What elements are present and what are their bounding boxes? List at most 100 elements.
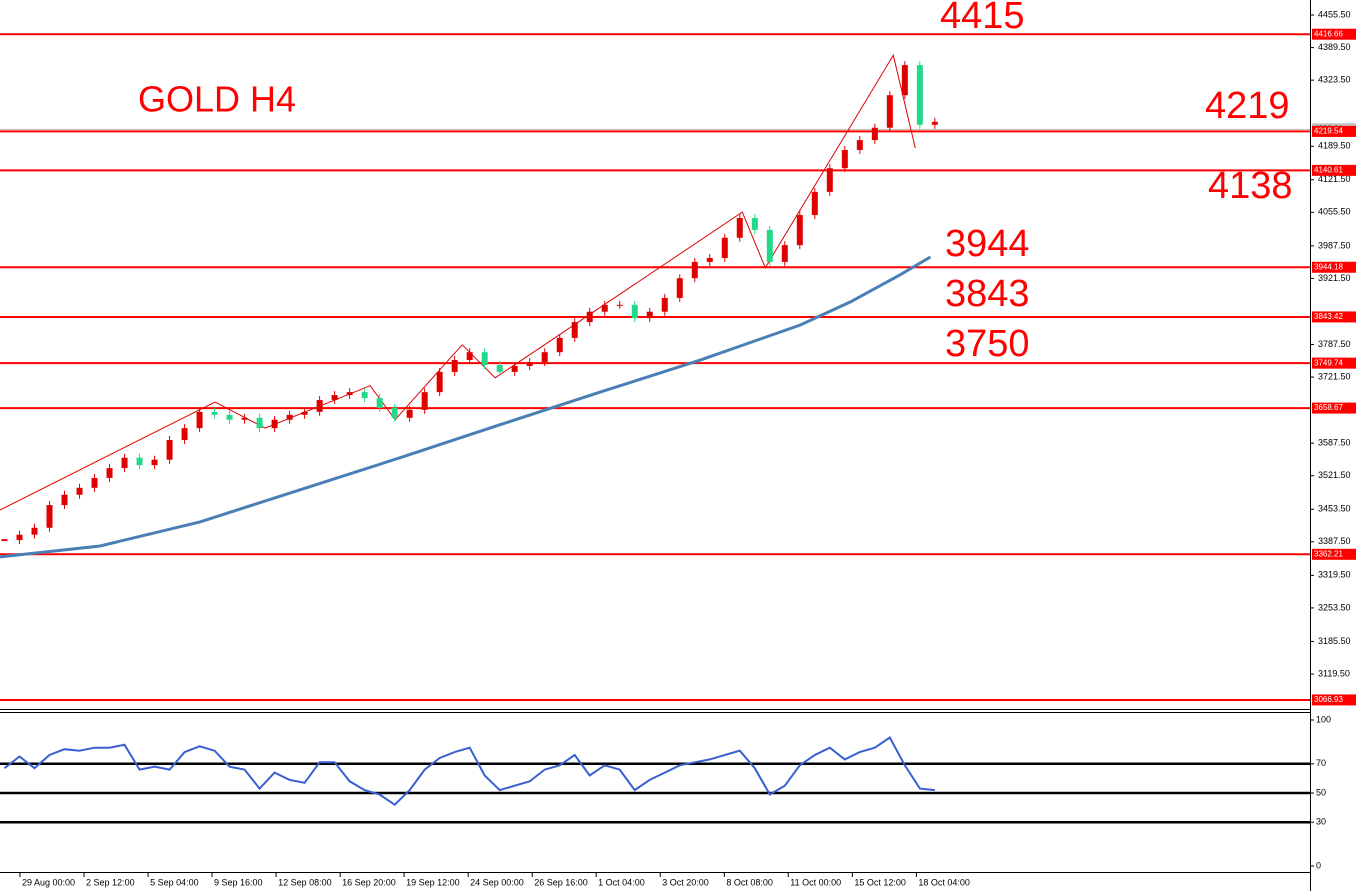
candle	[286, 414, 293, 420]
level-label: 4219.54	[1314, 127, 1343, 136]
x-tick-label: 19 Sep 12:00	[406, 877, 460, 887]
candle	[406, 409, 413, 418]
candle	[466, 352, 473, 361]
x-tick-label: 12 Sep 08:00	[278, 877, 332, 887]
level-box	[1312, 694, 1356, 706]
candle	[931, 121, 938, 125]
candle	[841, 149, 848, 169]
y-tick-label: 3253.50	[1318, 602, 1351, 612]
candle	[31, 527, 38, 535]
level-box	[1312, 548, 1356, 560]
y-tick-label: 3319.50	[1318, 570, 1351, 580]
level-annotation: 3843	[945, 273, 1030, 315]
y-tick-label: 3587.50	[1318, 438, 1351, 448]
candle	[316, 400, 323, 412]
level-box	[1312, 402, 1356, 414]
candle	[376, 398, 383, 408]
candle	[856, 140, 863, 150]
candle	[181, 428, 188, 440]
candle	[631, 304, 638, 319]
x-tick-label: 26 Sep 16:00	[534, 877, 588, 887]
candle	[796, 215, 803, 246]
y-tick-label: 3387.50	[1318, 536, 1351, 546]
x-tick-label: 1 Oct 04:00	[598, 877, 645, 887]
level-label: 3066.93	[1314, 695, 1343, 704]
candle	[571, 322, 578, 338]
level-label: 4140.61	[1314, 165, 1343, 174]
level-annotation: 4415	[940, 0, 1025, 37]
candle	[871, 127, 878, 141]
candle	[61, 494, 68, 506]
candle	[586, 311, 593, 323]
y-tick-label: 3119.50	[1318, 668, 1350, 678]
candle	[331, 395, 338, 401]
candle	[481, 352, 488, 365]
y-tick-label: 3787.50	[1318, 339, 1351, 349]
candle	[526, 362, 533, 366]
candle	[436, 371, 443, 393]
candle	[241, 417, 248, 420]
candle	[166, 439, 173, 460]
x-tick-label: 5 Sep 04:00	[150, 877, 199, 887]
moving-average	[0, 255, 932, 559]
y-tick-label: 4323.50	[1318, 75, 1351, 85]
level-box	[1312, 311, 1356, 323]
x-tick-label: 8 Oct 08:00	[726, 877, 773, 887]
level-box	[1312, 357, 1356, 369]
candle	[496, 364, 503, 372]
y-tick-label: 3185.50	[1318, 636, 1351, 646]
candle	[826, 168, 833, 192]
y-tick-label: 4055.50	[1318, 207, 1351, 217]
candle	[691, 261, 698, 279]
trendline	[0, 53, 916, 511]
level-box	[1312, 261, 1356, 273]
level-label: 3362.21	[1314, 549, 1343, 558]
chart-title: GOLD H4	[138, 79, 296, 120]
y-tick-label: 4121.50	[1318, 174, 1351, 184]
x-tick-label: 24 Sep 00:00	[470, 877, 524, 887]
y-tick-label: 3453.50	[1318, 504, 1351, 514]
y-tick-label: 4455.50	[1318, 9, 1351, 19]
candle	[271, 419, 278, 429]
level-annotation: 3750	[945, 323, 1030, 365]
level-label: 3658.67	[1314, 403, 1343, 412]
candle	[901, 65, 908, 96]
candle	[121, 457, 128, 469]
rsi-y-tick-label: 50	[1316, 787, 1326, 797]
candle	[646, 311, 653, 319]
level-annotation: 4138	[1208, 165, 1293, 207]
candle	[16, 534, 23, 541]
candle	[46, 505, 53, 528]
candle	[226, 414, 233, 420]
candle	[511, 365, 518, 372]
candle	[721, 237, 728, 258]
y-tick-label: 3921.50	[1318, 273, 1351, 283]
candle	[421, 392, 428, 410]
rsi-y-tick-label: 0	[1316, 860, 1321, 870]
candle	[676, 278, 683, 298]
candle	[136, 457, 143, 466]
level-label: 3749.74	[1314, 358, 1343, 367]
level-label: 4416.66	[1314, 29, 1343, 38]
rsi-y-tick-label: 70	[1316, 758, 1326, 768]
level-label: 3944.18	[1314, 262, 1343, 271]
x-tick-label: 29 Aug 00:00	[22, 877, 75, 887]
x-tick-label: 15 Oct 12:00	[854, 877, 906, 887]
candle	[781, 245, 788, 262]
candle	[91, 477, 98, 488]
x-tick-label: 9 Sep 16:00	[214, 877, 263, 887]
level-box	[1312, 28, 1356, 40]
candle	[886, 95, 893, 128]
candle	[736, 218, 743, 238]
candle	[106, 468, 113, 478]
candle	[256, 417, 263, 429]
level-label: 3843.42	[1314, 312, 1343, 321]
y-tick-label: 3721.50	[1318, 371, 1351, 381]
candle	[541, 352, 548, 363]
candle	[706, 257, 713, 262]
candle	[451, 360, 458, 372]
candle	[76, 487, 83, 495]
y-tick-label: 4189.50	[1318, 141, 1351, 151]
